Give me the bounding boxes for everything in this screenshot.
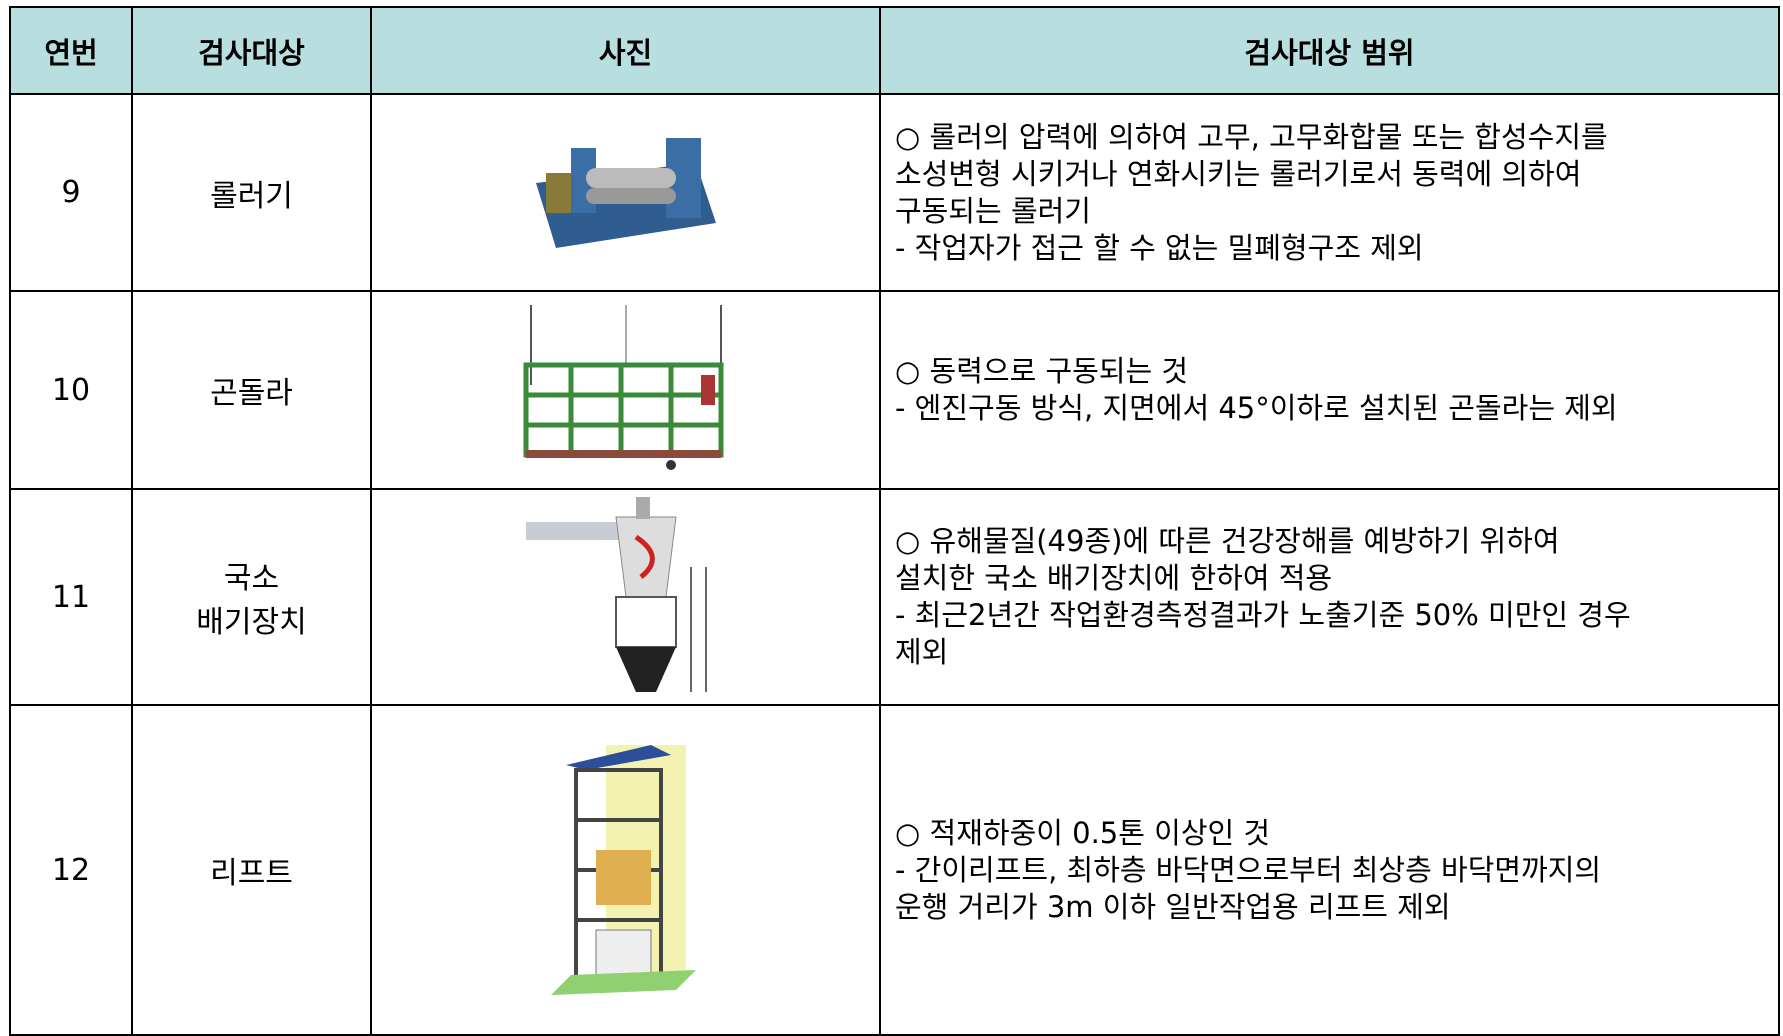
row-number: 10 (9, 290, 133, 490)
scope-line: ○ 동력으로 구동되는 것 (895, 354, 1189, 388)
photo-cell (370, 290, 881, 490)
scope-line: 운행 거리가 3m 이하 일반작업용 리프트 제외 (895, 889, 1451, 924)
photo-cell (370, 704, 881, 1036)
scope-line: 설치한 국소 배기장치에 한하여 적용 (895, 561, 1333, 595)
table-row: 9 롤러기 ○ 롤러의 압력에 의하여 고무, 고무화합물 또는 합성수지를 소성변형… (9, 93, 1780, 292)
header-row: 연번 검사대상 사진 검사대상 범위 (9, 6, 1780, 95)
row-number: 12 (9, 704, 133, 1036)
scope-line: 구동되는 롤러기 (895, 193, 1091, 228)
scope-line: - 작업자가 접근 할 수 없는 밀폐형구조 제외 (895, 230, 1424, 265)
table-row: 12 리프트 ○ 적재하중이 0.5톤 이상인 것- 간이리프트, 최하층 바닥면으… (9, 704, 1780, 1036)
scope-line: - 간이리프트, 최하층 바닥면으로부터 최상층 바닥면까지의 (895, 852, 1602, 887)
target-cell: 리프트 (131, 704, 372, 1036)
photo-cell (370, 93, 881, 292)
row-number: 11 (9, 488, 133, 706)
target-name: 리프트 (210, 856, 293, 891)
scope-cell: ○ 유해물질(49종)에 따른 건강장해를 예방하기 위하여 설치한 국소 배기장… (879, 488, 1780, 706)
header-cell: 사진 (370, 6, 881, 95)
scope-line: 제외 (895, 635, 949, 669)
target-name: 롤러기 (210, 178, 293, 214)
equipment-photo (535, 137, 716, 248)
table-row: 10 곤돌라 ○ 동력으로 구동되는 것- 엔진구동 방식, 지면에서 45°이하로… (9, 290, 1780, 490)
scope-line: - 최근2년간 작업환경측정결과가 노출기준 50% 미만인 경우 (895, 598, 1631, 632)
scope-line: 소성변형 시키거나 연화시키는 롤러기로서 동력에 의하여 (895, 156, 1582, 191)
scope-line: ○ 유해물질(49종)에 따른 건강장해를 예방하기 위하여 (895, 524, 1560, 558)
scope-line: ○ 롤러의 압력에 의하여 고무, 고무화합물 또는 합성수지를 (895, 119, 1608, 154)
page: {"table":{"header":["연번","검사대상","사진","검사… (9, 6, 1780, 1036)
scope-cell: ○ 동력으로 구동되는 것- 엔진구동 방식, 지면에서 45°이하로 설치된 … (879, 290, 1780, 490)
header-cell: 검사대상 범위 (879, 6, 1780, 95)
scope-line: ○ 적재하중이 0.5톤 이상인 것 (895, 815, 1271, 850)
row-number: 9 (9, 93, 133, 292)
inspection-table: 연번 검사대상 사진 검사대상 범위 9 롤러기 ○ 롤러의 압력에 의하여 고무, 고무… (9, 6, 1780, 1036)
photo-cell (370, 488, 881, 706)
scope-line: - 엔진구동 방식, 지면에서 45°이하로 설치된 곤돌라는 제외 (895, 391, 1618, 425)
equipment-photo (525, 497, 707, 692)
target-name: 곤돌라 (210, 376, 293, 411)
target-cell: 롤러기 (131, 93, 372, 292)
table-row: 11 국소 배기장치 ○ 유해물질(49종)에 따른 건강장해를 예방하기 위하여 설치… (9, 488, 1780, 706)
equipment-photo (523, 305, 723, 470)
scope-cell: ○ 롤러의 압력에 의하여 고무, 고무화합물 또는 합성수지를 소성변형 시키거… (879, 93, 1780, 292)
equipment-photo (550, 745, 696, 995)
header-cell: 연번 (9, 6, 133, 95)
target-name: 국소 (223, 561, 280, 596)
header-cell: 검사대상 (131, 6, 372, 95)
target-cell: 곤돌라 (131, 290, 372, 490)
scope-cell: ○ 적재하중이 0.5톤 이상인 것- 간이리프트, 최하층 바닥면으로부터 최… (879, 704, 1780, 1036)
target-name: 배기장치 (196, 605, 307, 640)
